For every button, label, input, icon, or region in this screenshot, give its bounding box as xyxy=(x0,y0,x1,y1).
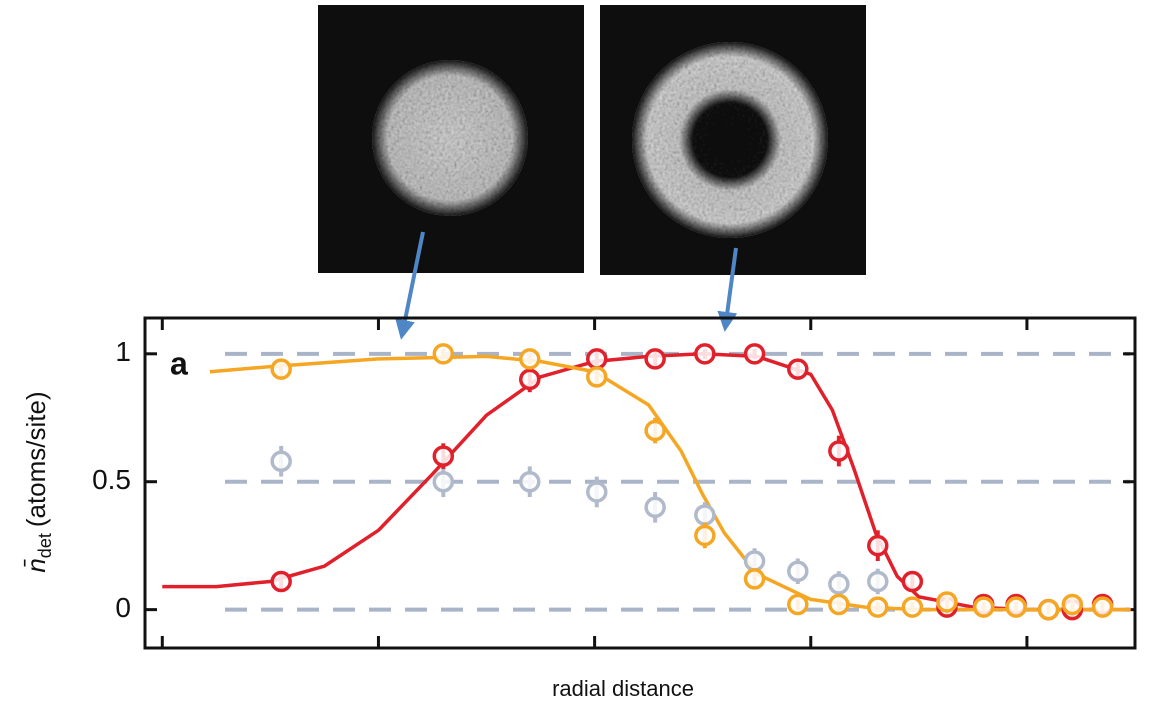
data-point xyxy=(936,591,958,613)
data-point xyxy=(1091,596,1114,618)
data-point xyxy=(270,358,292,380)
data-point xyxy=(867,534,889,557)
y-tick-label: 0.5 xyxy=(92,464,131,495)
data-point xyxy=(1005,596,1027,618)
data-point xyxy=(644,496,666,519)
data-point xyxy=(828,573,850,595)
data-point xyxy=(743,550,766,572)
data-point xyxy=(828,440,850,462)
data-point xyxy=(644,348,666,370)
y-label-unit: (atoms/site) xyxy=(21,391,51,527)
data-point xyxy=(432,470,455,493)
data-point xyxy=(828,593,850,616)
plot-frame xyxy=(143,316,1137,650)
data-point xyxy=(519,470,541,493)
y-label-symbol: n̄ xyxy=(21,558,51,572)
data-point xyxy=(270,570,292,593)
data-point xyxy=(694,524,716,547)
data-point xyxy=(270,450,292,473)
data-point xyxy=(787,560,809,583)
data-point xyxy=(787,358,809,380)
data-point xyxy=(787,593,809,616)
data-point xyxy=(519,348,541,370)
atom-image-right xyxy=(600,5,866,275)
y-tick-label: 1 xyxy=(115,336,131,367)
data-point xyxy=(586,348,608,370)
arrow xyxy=(717,247,738,332)
data-point xyxy=(1037,598,1060,621)
data-point xyxy=(432,445,455,467)
y-tick-label: 0 xyxy=(115,592,131,623)
data-point xyxy=(694,343,716,365)
y-label-subscript: det xyxy=(35,533,55,558)
panel-label: a xyxy=(170,345,188,381)
data-point xyxy=(743,343,766,365)
data-point xyxy=(519,368,541,391)
data-point xyxy=(586,366,608,388)
data-point xyxy=(644,419,666,442)
data-point xyxy=(743,568,766,590)
atom-image-left xyxy=(318,5,584,273)
y-axis-label: n̄det (atoms/site) xyxy=(21,391,55,572)
data-point xyxy=(586,481,608,503)
data-point xyxy=(901,570,924,593)
x-axis-label: radial distance xyxy=(552,676,694,701)
data-point xyxy=(867,596,889,618)
plot: 00.51 xyxy=(92,318,1135,648)
data-point xyxy=(1061,593,1084,616)
data-point xyxy=(694,504,716,526)
data-point xyxy=(901,596,924,618)
arrow xyxy=(395,231,425,340)
data-point xyxy=(432,343,455,365)
data-point xyxy=(867,570,889,593)
data-point xyxy=(972,596,995,618)
